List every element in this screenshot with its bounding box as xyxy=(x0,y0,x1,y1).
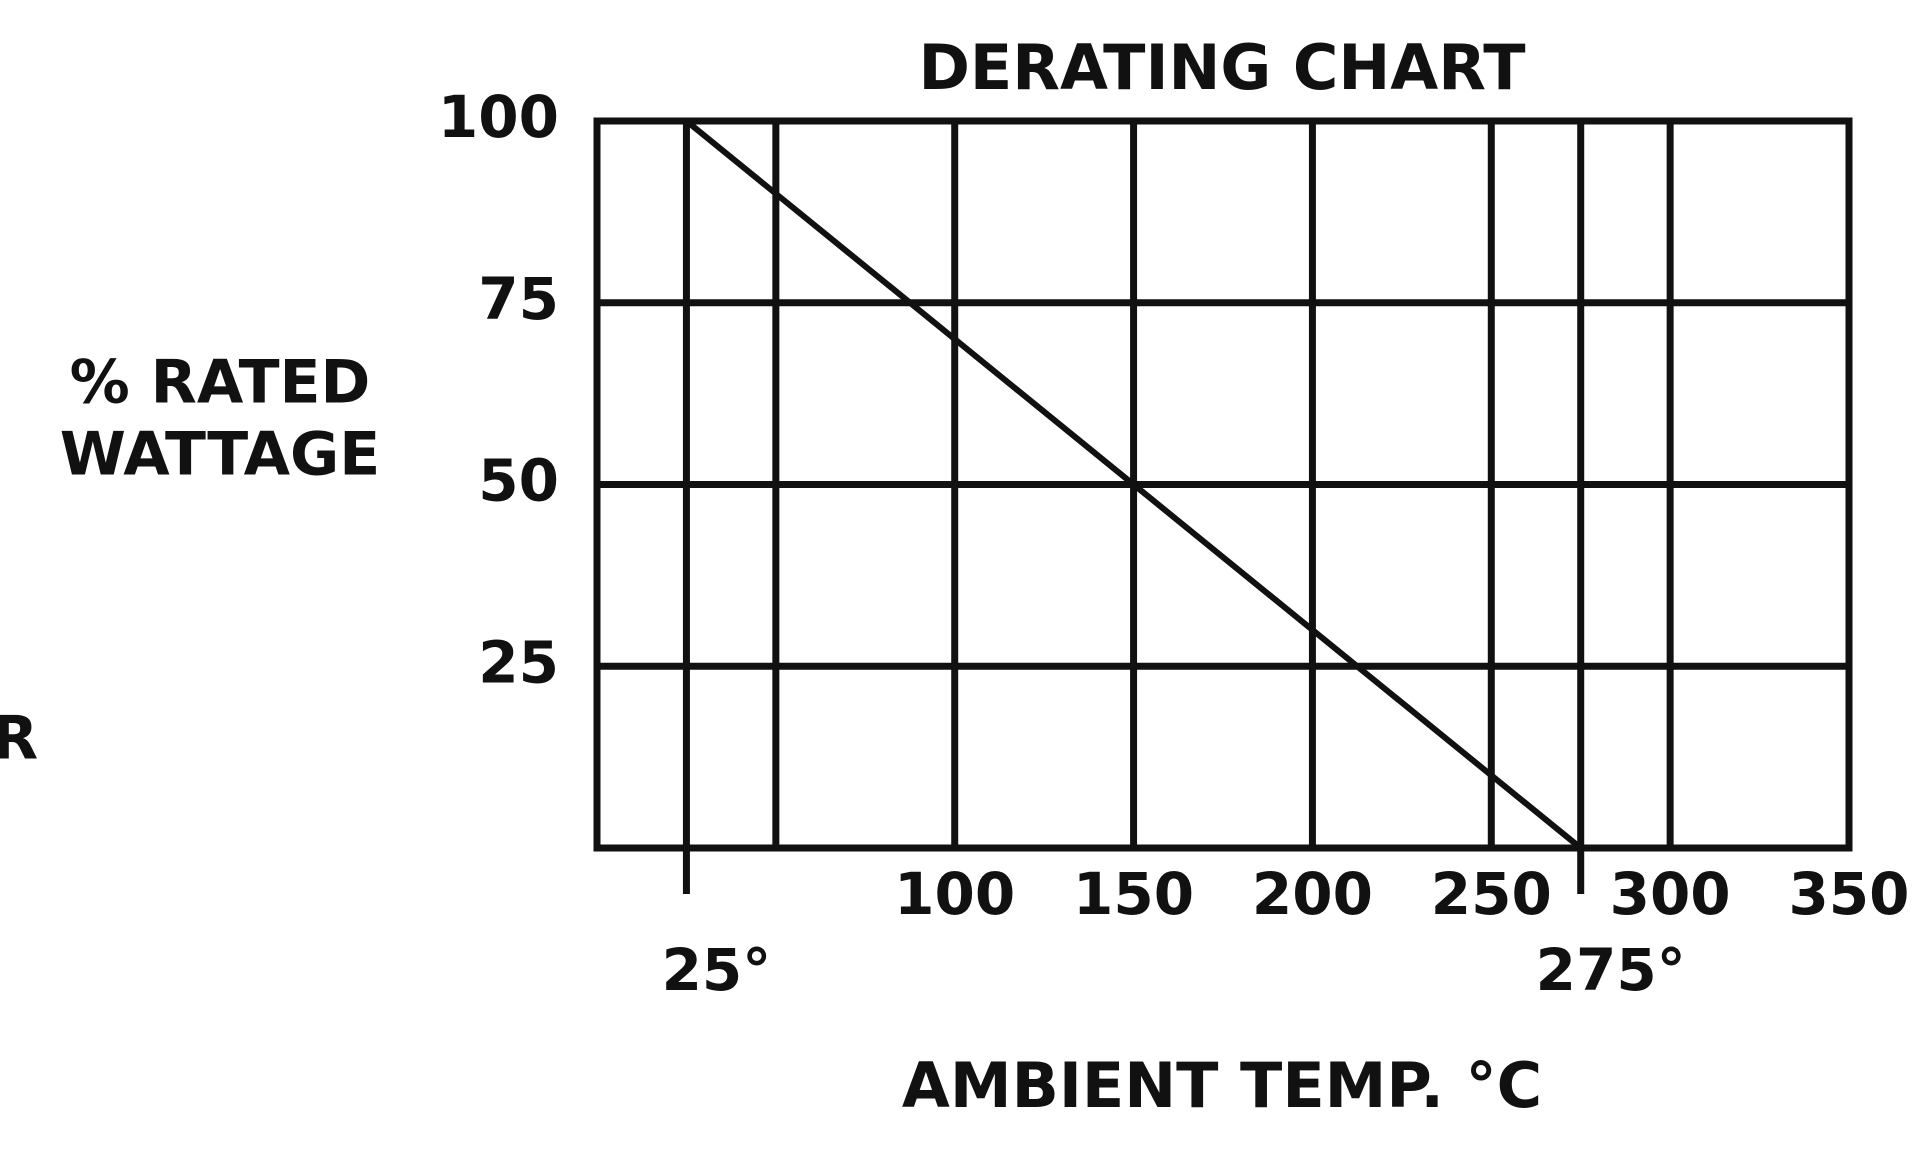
y-axis-label: WATTAGE xyxy=(60,420,381,490)
y-tick-label: 100 xyxy=(438,83,559,151)
x-tick-label: 100 xyxy=(894,860,1015,928)
x-axis-label: AMBIENT TEMP. °C xyxy=(902,1049,1542,1122)
x-tick-label: 150 xyxy=(1073,860,1194,928)
x-tick-label: 275° xyxy=(1536,936,1686,1004)
x-tick-label: 250 xyxy=(1431,860,1552,928)
x-tick-label: 300 xyxy=(1610,860,1731,928)
y-tick-label: 25 xyxy=(478,628,559,696)
annotation: R xyxy=(0,704,38,774)
y-tick-label: 75 xyxy=(478,265,559,333)
x-tick-label: 350 xyxy=(1788,860,1909,928)
x-tick-label: 200 xyxy=(1252,860,1373,928)
derating-line xyxy=(684,118,1583,851)
x-tick-label: 25° xyxy=(662,936,772,1004)
y-tick-label: 50 xyxy=(478,447,559,515)
y-axis-label: % RATED xyxy=(70,348,371,418)
chart-title: DERATING CHART xyxy=(918,31,1525,104)
